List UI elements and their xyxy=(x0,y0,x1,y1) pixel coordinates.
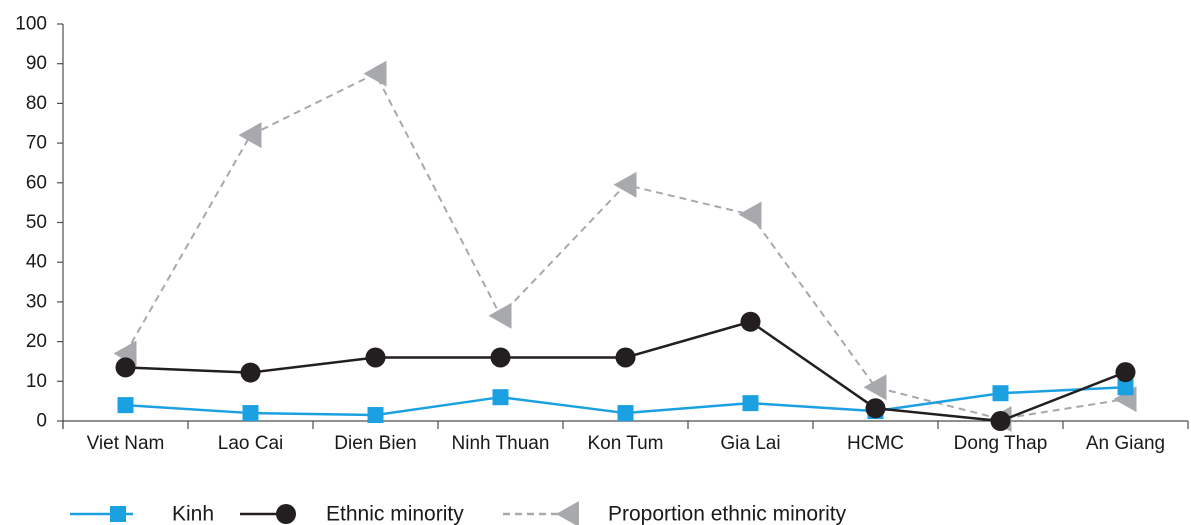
data-point-ethnic-minority-kon-tum xyxy=(615,347,636,368)
data-point-ethnic-minority-ninh-thuan xyxy=(490,347,511,368)
data-point-ethnic-minority-viet-nam xyxy=(115,357,136,378)
data-point-proportion-ethnic-minority-dien-bien xyxy=(363,60,387,87)
legend: Kinh Ethnic minority Proportion ethnic min… xyxy=(70,501,847,525)
y-tick-label: 20 xyxy=(26,331,47,352)
legend-label-kinh: Kinh xyxy=(172,503,214,525)
x-axis: Viet Nam Lao Cai Dien Bien Ninh Thuan Kon Tu… xyxy=(62,420,1189,454)
x-tick-label: Lao Cai xyxy=(218,433,284,454)
series-proportion-ethnic-minority xyxy=(113,60,1137,433)
data-point-proportion-ethnic-minority-hcmc xyxy=(863,374,887,401)
series-kinh xyxy=(117,379,1134,424)
x-tick-label: Dien Bien xyxy=(334,433,416,454)
x-tick-label: Dong Thap xyxy=(954,433,1048,454)
legend-item-ethnic-minority: Ethnic minority xyxy=(240,503,464,525)
x-tick-label: Viet Nam xyxy=(87,433,165,454)
data-point-kinh-ninh-thuan xyxy=(492,389,509,406)
x-tick-label: Ninh Thuan xyxy=(452,433,550,454)
y-tick-label: 70 xyxy=(26,133,47,154)
legend-item-kinh: Kinh xyxy=(70,503,214,525)
legend-item-proportion-ethnic-minority: Proportion ethnic minority xyxy=(503,501,847,525)
data-point-kinh-dien-bien xyxy=(367,407,384,424)
y-tick-label: 30 xyxy=(26,291,47,312)
data-point-kinh-an-giang xyxy=(1117,379,1134,396)
data-point-ethnic-minority-hcmc xyxy=(865,398,886,419)
y-tick-label: 40 xyxy=(26,252,47,273)
x-tick-label: Gia Lai xyxy=(720,433,780,454)
y-tick-label: 100 xyxy=(15,14,47,35)
y-tick-label: 60 xyxy=(26,172,47,193)
plot-area xyxy=(113,60,1137,433)
data-point-kinh-kon-tum xyxy=(617,405,634,422)
legend-label-ethnic-minority: Ethnic minority xyxy=(326,503,464,525)
data-point-proportion-ethnic-minority-gia-lai xyxy=(738,201,762,228)
data-point-proportion-ethnic-minority-lao-cai xyxy=(238,122,262,149)
y-tick-label: 90 xyxy=(26,53,47,74)
y-tick-label: 80 xyxy=(26,93,47,114)
series-ethnic-minority xyxy=(115,311,1136,431)
data-point-kinh-lao-cai xyxy=(242,405,259,422)
y-axis: 0 10 20 30 40 50 60 70 80 90 100 xyxy=(15,14,64,432)
legend-marker-ethnic-minority xyxy=(276,504,296,524)
legend-marker-kinh xyxy=(110,506,126,522)
x-tick-label: HCMC xyxy=(847,433,904,454)
data-point-kinh-viet-nam xyxy=(117,397,134,414)
data-point-ethnic-minority-gia-lai xyxy=(740,311,761,332)
data-point-ethnic-minority-dong-thap xyxy=(990,411,1011,431)
data-point-ethnic-minority-lao-cai xyxy=(240,362,261,383)
data-point-ethnic-minority-dien-bien xyxy=(365,347,386,368)
data-point-proportion-ethnic-minority-ninh-thuan xyxy=(488,302,512,329)
legend-marker-proportion-ethnic-minority xyxy=(556,501,579,525)
data-point-kinh-gia-lai xyxy=(742,395,759,412)
data-point-proportion-ethnic-minority-kon-tum xyxy=(613,171,637,198)
y-tick-label: 0 xyxy=(36,411,47,432)
data-point-ethnic-minority-an-giang xyxy=(1115,362,1136,383)
x-tick-label: An Giang xyxy=(1086,433,1165,454)
data-point-kinh-dong-thap xyxy=(992,385,1009,402)
y-tick-label: 50 xyxy=(26,212,47,233)
x-tick-label: Kon Tum xyxy=(587,433,663,454)
y-tick-label: 10 xyxy=(26,371,47,392)
legend-label-proportion-ethnic-minority: Proportion ethnic minority xyxy=(608,503,847,525)
